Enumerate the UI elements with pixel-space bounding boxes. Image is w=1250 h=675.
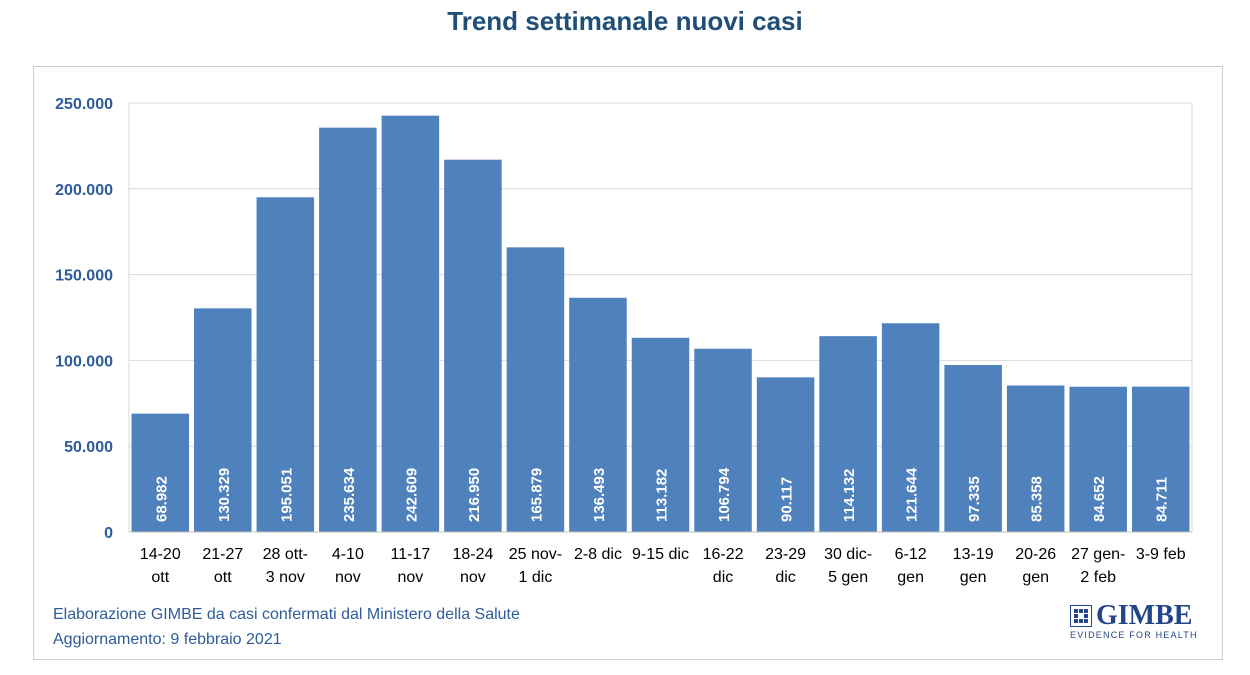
x-tick-label: 28 ott- [263,546,308,563]
footer-updated: Aggiornamento: 9 febbraio 2021 [53,631,282,648]
x-tick-label: 5 gen [828,569,868,586]
x-tick-label: nov [335,569,361,586]
x-tick-label: 13-19 [953,546,994,563]
x-tick-label: gen [960,569,987,586]
bar [881,323,940,532]
x-tick-label: 30 dic- [824,546,872,563]
x-tick-label: 2 feb [1080,569,1116,586]
gimbe-logo: GIMBE EVIDENCE FOR HEALTH [1066,600,1206,640]
x-tick-label: 25 nov- [509,546,562,563]
x-tick-label: 20-26 [1015,546,1056,563]
bar [131,413,190,532]
x-tick-label: 18-24 [452,546,493,563]
gimbe-logo-mark-icon [1070,605,1092,627]
x-tick-label: gen [1022,569,1049,586]
y-tick-label: 50.000 [64,439,113,456]
x-tick-label: nov [460,569,486,586]
x-tick-label: 3-9 feb [1136,546,1186,563]
bar-value-label: 216.950 [466,468,483,522]
bar [631,337,690,532]
bar [819,336,877,532]
bar-value-label: 195.051 [278,468,295,522]
bar-value-label: 113.182 [654,469,671,522]
x-tick-label: 2-8 dic [574,546,622,563]
bar [944,364,1002,532]
bar-value-label: 136.493 [591,468,608,522]
bar-value-label: 235.634 [341,467,358,522]
bar [569,297,627,532]
bar [444,159,502,532]
x-tick-label: dic [713,569,733,586]
x-tick-label: ott [151,569,169,586]
bar-value-label: 97.335 [966,476,983,522]
y-tick-label: 200.000 [55,182,113,199]
bar [319,127,377,533]
bar-value-label: 84.652 [1091,476,1108,522]
x-tick-label: 21-27 [202,546,243,563]
x-axis: 14-20 ott 21-27 ott 28 ott- 3 nov 4-10 nov 11-17… [129,531,1192,586]
bar [694,348,752,532]
y-axis: 0 50.000 100.000 150.000 200.000 250.000 [55,96,113,542]
bar [1006,385,1065,532]
x-tick-label: 9-15 dic [632,546,689,563]
x-tick-label: 23-29 [765,546,806,563]
bars: 68.982 130.329 195.051 235.634 242.609 216.95… [131,115,1190,533]
bar-value-label: 114.132 [841,469,858,522]
x-tick-label: 16-22 [703,546,744,563]
y-tick-label: 100.000 [55,353,113,370]
footer-source: Elaborazione GIMBE da casi confermati da… [53,606,520,623]
bar [381,115,440,532]
x-tick-label: 14-20 [140,546,181,563]
x-tick-label: 11-17 [391,546,431,563]
bar-value-label: 68.982 [153,476,170,522]
bar-value-label: 85.358 [1029,476,1046,522]
logo-tagline: EVIDENCE FOR HEALTH [1070,630,1198,640]
x-tick-label: 4-10 [332,546,364,563]
logo-name: GIMBE [1096,600,1193,631]
bar [1069,386,1127,532]
x-tick-label: 6-12 [895,546,927,563]
bar-value-label: 106.794 [716,467,733,522]
bar-value-label: 84.711 [1154,477,1171,522]
y-tick-label: 250.000 [55,96,113,113]
chart-title: Trend settimanale nuovi casi [447,6,803,36]
x-tick-label: gen [897,569,924,586]
x-tick-label: dic [775,569,795,586]
x-tick-label: 27 gen- [1071,546,1125,563]
bar [756,377,815,532]
y-tick-label: 0 [104,525,113,542]
x-tick-label: ott [214,569,232,586]
bar-value-label: 130.329 [216,468,233,522]
y-tick-label: 150.000 [55,268,113,285]
bar-value-label: 165.879 [528,468,545,522]
bar [194,308,252,532]
x-tick-label: 1 dic [519,569,553,586]
bar [1131,386,1190,532]
bar-value-label: 121.644 [904,467,921,522]
bar-value-label: 90.117 [779,477,796,522]
x-tick-label: 3 nov [266,569,305,586]
bar [506,247,565,533]
bar [256,197,315,532]
bar-value-label: 242.609 [403,468,420,522]
x-tick-label: nov [397,569,423,586]
